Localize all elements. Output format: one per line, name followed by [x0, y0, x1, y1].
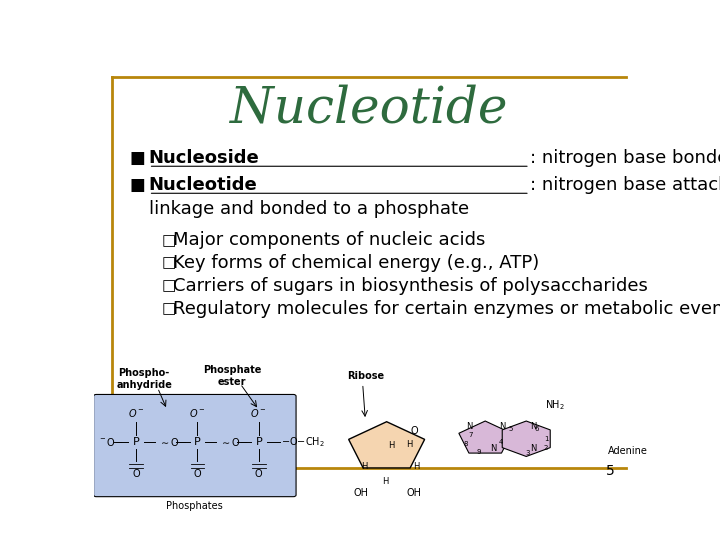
Text: 6: 6 [535, 426, 539, 432]
Text: 1: 1 [544, 436, 549, 442]
Text: Major components of nucleic acids: Major components of nucleic acids [173, 231, 485, 249]
Text: Regulatory molecules for certain enzymes or metabolic events: Regulatory molecules for certain enzymes… [173, 300, 720, 318]
Text: □: □ [161, 233, 176, 248]
Text: ■: ■ [129, 177, 145, 194]
Text: O: O [255, 469, 263, 478]
Text: : nitrogen base bonded to its C: : nitrogen base bonded to its C [531, 150, 720, 167]
Text: O: O [410, 426, 418, 436]
Text: N: N [490, 444, 496, 454]
Text: $O^-$: $O^-$ [189, 407, 206, 419]
Text: □: □ [161, 301, 176, 316]
Text: Phosphates: Phosphates [166, 501, 223, 511]
Text: P: P [194, 437, 201, 447]
Text: Phosphate
ester: Phosphate ester [203, 365, 261, 387]
Text: Ribose: Ribose [347, 371, 384, 381]
Text: N: N [530, 444, 536, 454]
Text: 2: 2 [543, 446, 548, 451]
Text: 5: 5 [606, 464, 615, 478]
Text: OH: OH [354, 488, 369, 498]
Text: Phospho-
anhydride: Phospho- anhydride [116, 368, 172, 390]
Text: ■: ■ [129, 150, 145, 167]
Text: 3: 3 [526, 450, 530, 456]
Polygon shape [503, 421, 550, 456]
Text: Nucleoside: Nucleoside [148, 150, 259, 167]
Text: □: □ [161, 255, 176, 271]
Text: Nucleotide: Nucleotide [148, 177, 257, 194]
Text: 8: 8 [463, 441, 468, 447]
Text: $\sim$O$-$: $\sim$O$-$ [159, 436, 188, 448]
Text: O: O [194, 469, 202, 478]
Text: 4: 4 [499, 439, 503, 445]
Text: $^-$O$-$: $^-$O$-$ [98, 436, 123, 448]
Text: N: N [530, 422, 536, 431]
Text: Key forms of chemical energy (e.g., ATP): Key forms of chemical energy (e.g., ATP) [173, 254, 539, 272]
Text: □: □ [161, 279, 176, 294]
Text: : nitrogen base attached to C: : nitrogen base attached to C [531, 177, 720, 194]
Text: OH: OH [407, 488, 422, 498]
Text: 7: 7 [469, 433, 473, 438]
Text: O: O [132, 469, 140, 478]
Text: H: H [387, 441, 394, 450]
Text: $-$O$-$CH$_2$: $-$O$-$CH$_2$ [281, 435, 325, 449]
Text: P: P [133, 437, 140, 447]
Text: P: P [256, 437, 262, 447]
Text: H: H [382, 477, 389, 486]
Polygon shape [348, 422, 425, 468]
Text: 9: 9 [476, 449, 480, 455]
Text: Carriers of sugars in biosynthesis of polysaccharides: Carriers of sugars in biosynthesis of po… [173, 277, 647, 295]
Text: N: N [500, 422, 506, 431]
Text: $O^-$: $O^-$ [128, 407, 145, 419]
Text: 5: 5 [508, 426, 513, 432]
Text: $O^-$: $O^-$ [251, 407, 267, 419]
Text: H: H [361, 462, 367, 470]
FancyBboxPatch shape [94, 394, 296, 497]
Text: linkage and bonded to a phosphate: linkage and bonded to a phosphate [148, 200, 469, 218]
Text: 222 Cell Biology: 222 Cell Biology [124, 464, 236, 478]
Text: H: H [406, 440, 413, 449]
Polygon shape [459, 421, 511, 453]
Text: $\sim$O$-$: $\sim$O$-$ [220, 436, 249, 448]
Text: Adenine: Adenine [608, 446, 647, 456]
Text: N: N [466, 422, 472, 431]
Text: NH$_2$: NH$_2$ [544, 398, 564, 411]
Text: H: H [413, 462, 419, 470]
Text: Nucleotide: Nucleotide [230, 84, 508, 133]
